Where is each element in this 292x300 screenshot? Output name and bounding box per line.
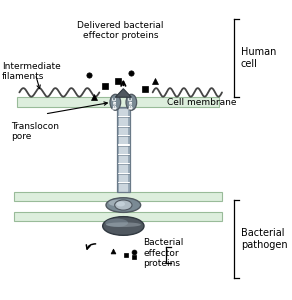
FancyBboxPatch shape [128,183,130,192]
FancyBboxPatch shape [117,198,129,201]
FancyBboxPatch shape [128,127,130,135]
FancyBboxPatch shape [117,117,130,126]
FancyBboxPatch shape [117,155,130,163]
Ellipse shape [108,200,128,206]
FancyBboxPatch shape [117,174,119,182]
FancyBboxPatch shape [117,136,130,145]
FancyBboxPatch shape [117,183,119,192]
FancyBboxPatch shape [117,117,119,126]
FancyBboxPatch shape [128,174,130,182]
Ellipse shape [106,222,141,227]
Text: Human
cell: Human cell [241,47,276,69]
Ellipse shape [103,217,144,235]
FancyBboxPatch shape [117,127,130,135]
Ellipse shape [116,202,125,206]
FancyBboxPatch shape [117,164,130,173]
FancyBboxPatch shape [14,212,222,221]
FancyBboxPatch shape [117,127,119,135]
FancyBboxPatch shape [128,164,130,173]
FancyBboxPatch shape [117,108,119,116]
FancyBboxPatch shape [17,97,219,107]
FancyBboxPatch shape [117,146,119,154]
FancyBboxPatch shape [128,117,130,126]
Text: Translocon
pore: Translocon pore [11,122,59,141]
Ellipse shape [105,219,128,227]
FancyBboxPatch shape [128,155,130,163]
Text: Intermediate
filaments: Intermediate filaments [2,61,61,81]
FancyBboxPatch shape [128,146,130,154]
Polygon shape [115,89,131,97]
FancyBboxPatch shape [14,192,222,201]
FancyBboxPatch shape [117,174,130,182]
Text: IpaC: IpaC [113,96,118,109]
FancyBboxPatch shape [128,108,130,116]
Text: Delivered bacterial
effector proteins: Delivered bacterial effector proteins [77,21,164,40]
FancyBboxPatch shape [117,183,130,192]
FancyBboxPatch shape [128,136,130,145]
Ellipse shape [126,94,137,110]
Text: IpaC: IpaC [129,96,134,109]
Ellipse shape [110,94,121,110]
Text: Bacterial
pathogen: Bacterial pathogen [241,228,287,250]
Ellipse shape [106,198,141,212]
FancyBboxPatch shape [117,155,119,163]
Text: Cell membrane: Cell membrane [167,98,237,107]
FancyBboxPatch shape [117,108,130,116]
Ellipse shape [115,200,132,210]
Text: Bacterial
effector
proteins: Bacterial effector proteins [143,238,184,268]
FancyBboxPatch shape [117,146,130,154]
FancyBboxPatch shape [117,136,119,145]
FancyBboxPatch shape [117,164,119,173]
